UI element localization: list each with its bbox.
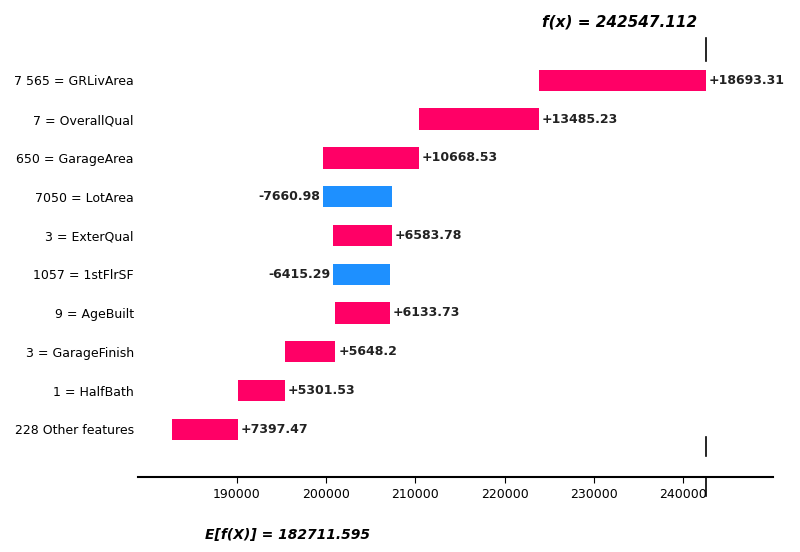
Bar <box>172 418 238 440</box>
Bar <box>285 341 335 363</box>
Text: f(x) = 242547.112: f(x) = 242547.112 <box>542 15 697 30</box>
Text: +6583.78: +6583.78 <box>394 229 462 242</box>
Bar <box>323 147 418 168</box>
Bar <box>333 225 392 246</box>
Text: -7660.98: -7660.98 <box>259 190 321 203</box>
Text: +18693.31: +18693.31 <box>709 74 785 87</box>
Text: +7397.47: +7397.47 <box>240 423 308 436</box>
Bar <box>418 108 539 130</box>
X-axis label: E[f(X)] = 182711.595: E[f(X)] = 182711.595 <box>205 528 370 542</box>
Bar <box>323 186 392 208</box>
Bar <box>335 302 390 323</box>
Text: +6133.73: +6133.73 <box>393 306 460 320</box>
Bar <box>539 70 706 91</box>
Bar <box>238 380 285 401</box>
Bar <box>333 263 390 285</box>
Text: +5301.53: +5301.53 <box>288 384 355 397</box>
Text: +5648.2: +5648.2 <box>338 345 397 358</box>
Text: +13485.23: +13485.23 <box>542 113 618 126</box>
Text: +10668.53: +10668.53 <box>422 151 498 164</box>
Text: -6415.29: -6415.29 <box>268 268 330 280</box>
